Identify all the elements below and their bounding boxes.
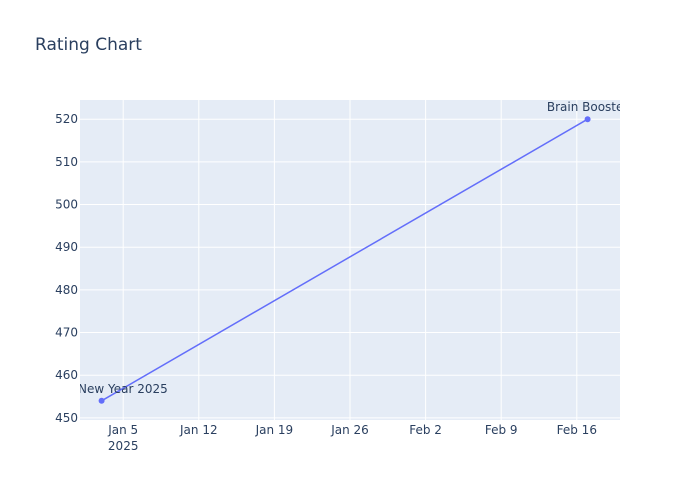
x-tick-label: Jan 26 — [330, 423, 369, 437]
x-tick-label: Feb 2 — [409, 423, 442, 437]
series-layer — [98, 116, 591, 404]
y-tick-label: 500 — [55, 198, 78, 212]
y-tick-label: 460 — [55, 368, 78, 382]
data-labels: Happy New Year 2025 Brain Booster — [35, 100, 629, 396]
x-tick-label: Feb 16 — [557, 423, 597, 437]
x-tick-label: Jan 19 — [255, 423, 294, 437]
grid-lines — [80, 100, 620, 420]
chart-title: Rating Chart — [35, 35, 142, 55]
y-tick-label: 510 — [55, 155, 78, 169]
y-tick-label: 480 — [55, 283, 78, 297]
y-tick-label: 470 — [55, 326, 78, 340]
x-tick-label: Jan 12 — [179, 423, 218, 437]
y-tick-label: 490 — [55, 240, 78, 254]
data-point — [98, 397, 105, 404]
data-point-label: Happy New Year 2025 — [35, 382, 167, 396]
data-point-label: Brain Booster — [547, 100, 629, 114]
x-axis-ticks: Jan 5 2025 Jan 12 Jan 19 Jan 26 Feb 2 Feb 9 Feb… — [107, 423, 597, 453]
data-point — [584, 116, 591, 123]
x-tick-sublabel: 2025 — [108, 439, 139, 453]
y-tick-label: 520 — [55, 112, 78, 126]
x-tick-label: Feb 9 — [485, 423, 518, 437]
y-tick-label: 450 — [55, 411, 78, 425]
series-line — [101, 118, 588, 402]
x-tick-label: Jan 5 — [107, 423, 138, 437]
y-axis-ticks: 450 460 470 480 490 500 510 520 — [55, 112, 78, 425]
